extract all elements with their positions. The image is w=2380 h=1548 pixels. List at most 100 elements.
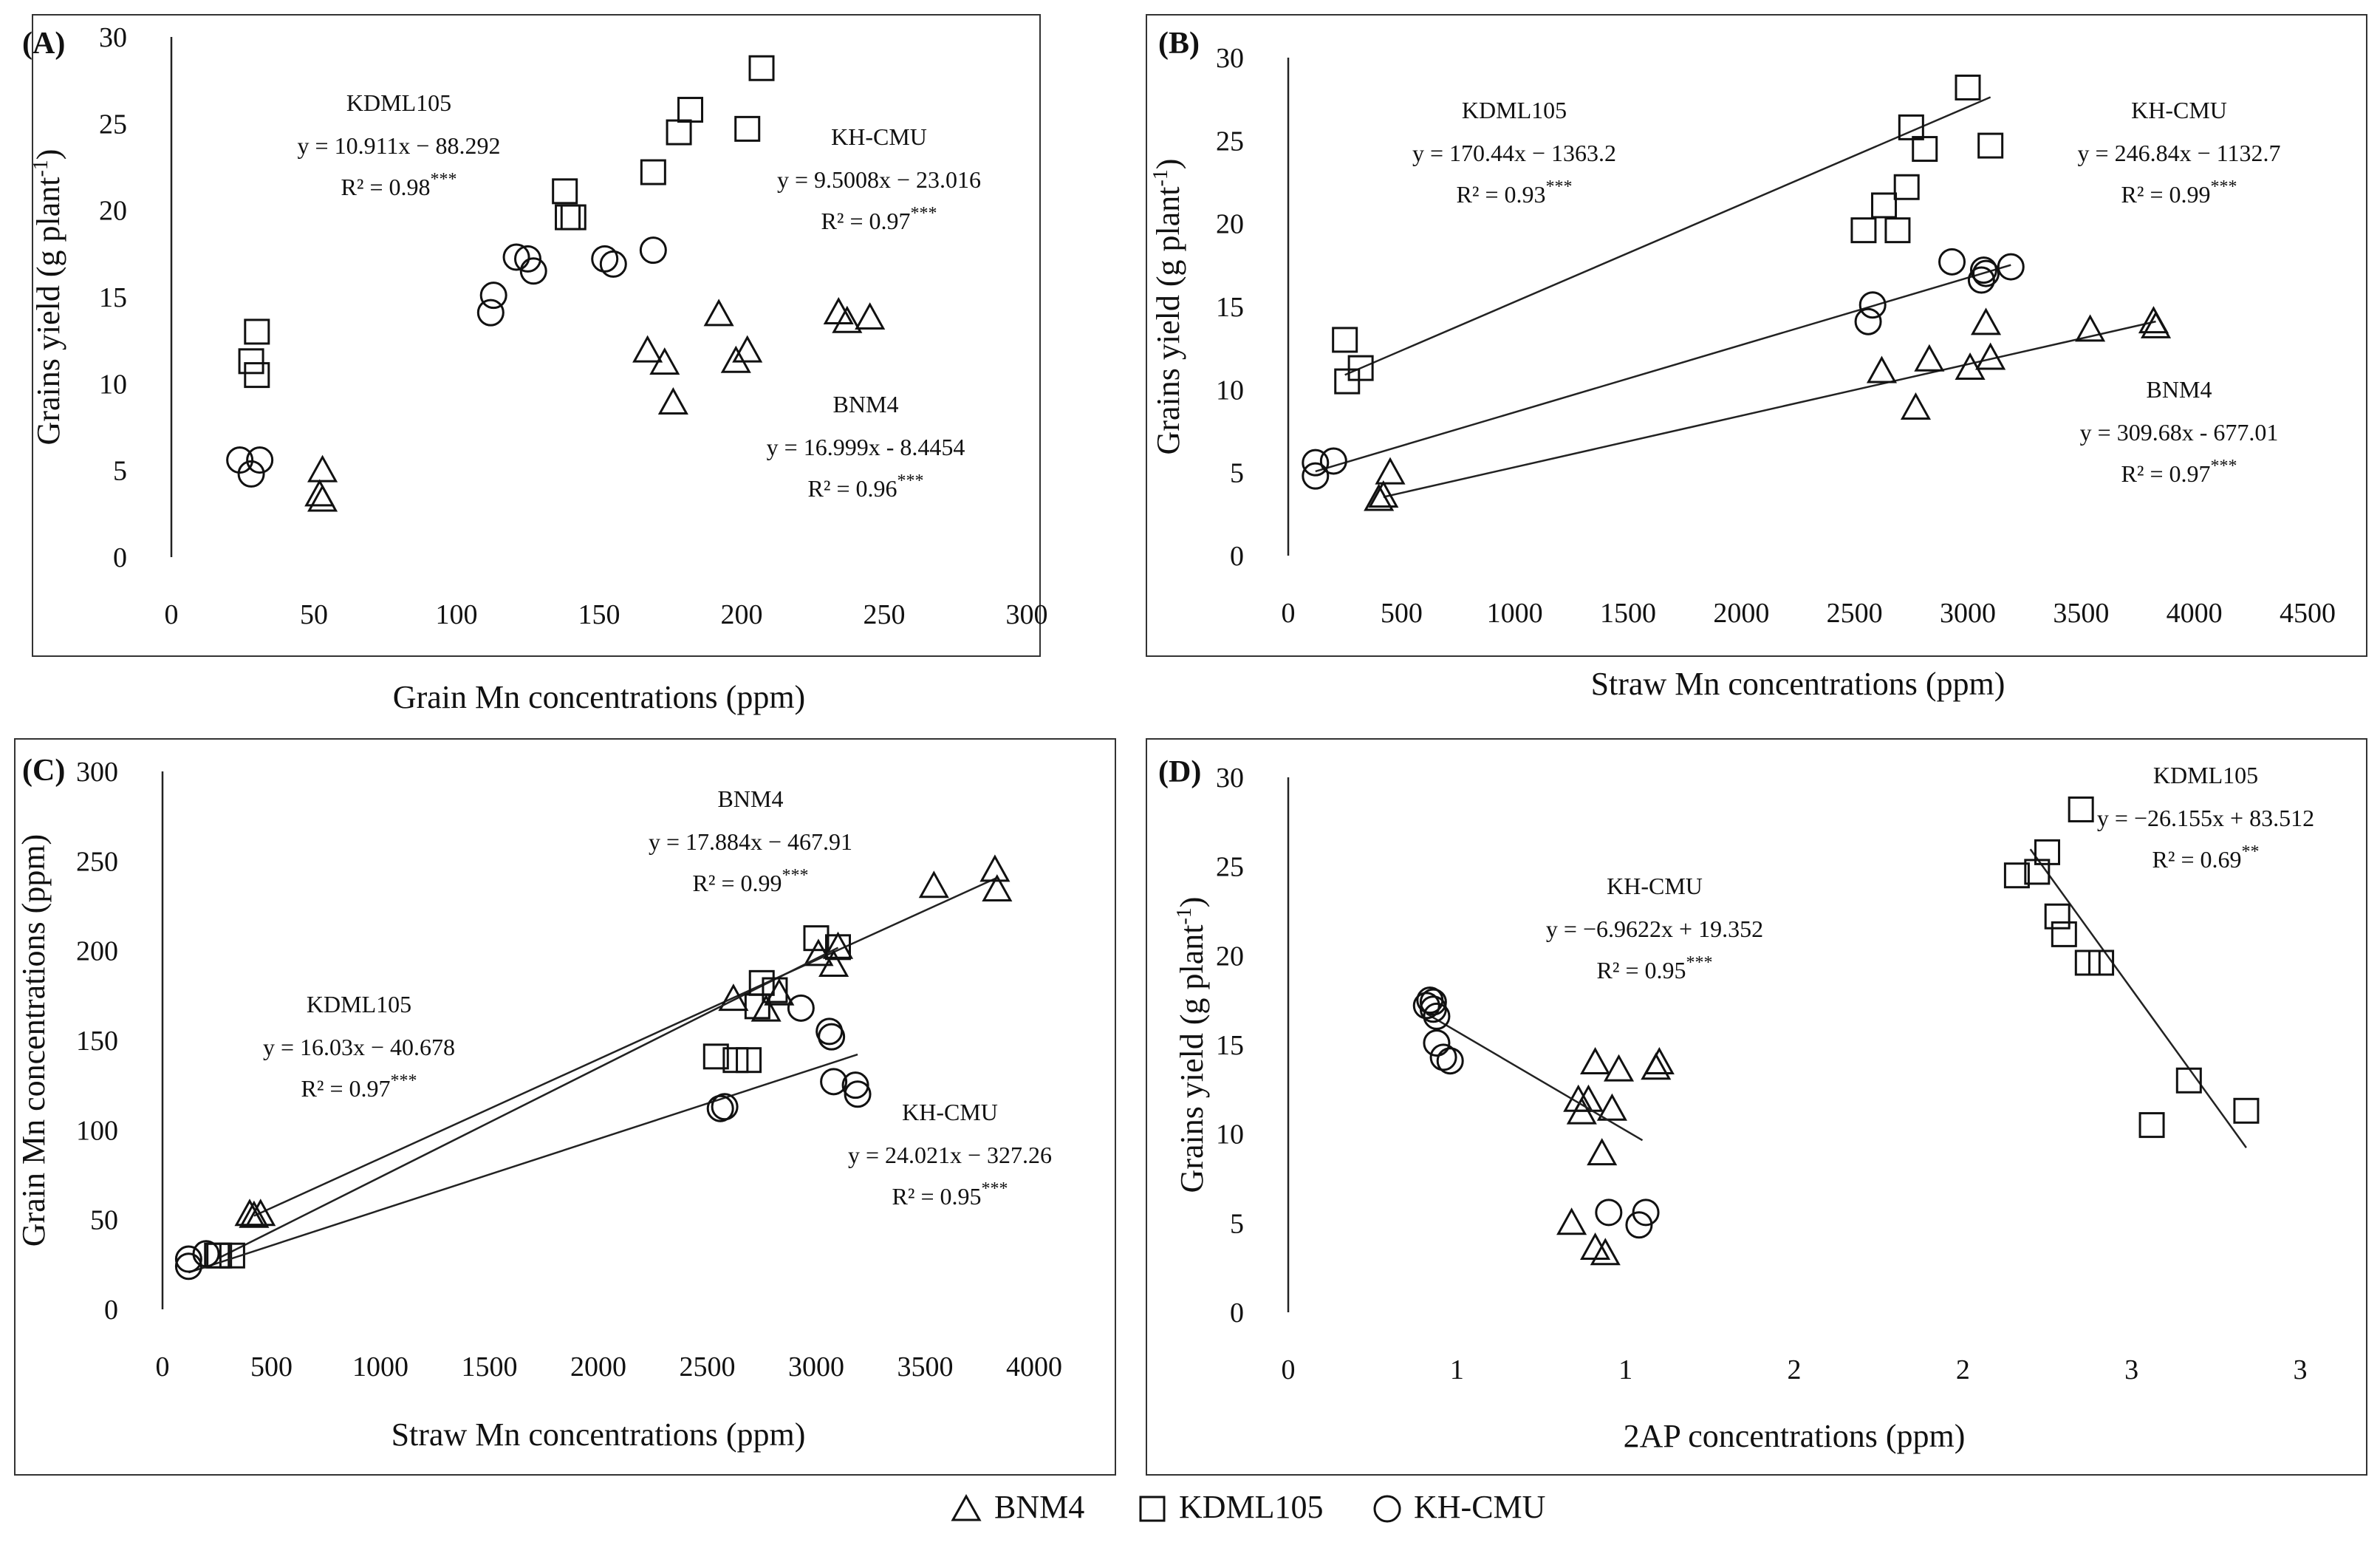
data-point-circle (1938, 248, 1966, 276)
y-tick-label: 0 (1230, 1298, 1244, 1329)
data-point-circle (1423, 1002, 1451, 1030)
regression-annotation: KDML105 y = −26.155x + 83.512 R² = 0.69** (2097, 762, 2314, 873)
data-point-square (722, 1047, 749, 1074)
y-tick-label: 20 (1216, 209, 1244, 240)
regression-annotation: BNM4 y = 309.68x - 677.01 R² = 0.97*** (2080, 376, 2279, 487)
x-tick-label: 2500 (680, 1351, 736, 1382)
data-point-circle (591, 245, 619, 273)
y-tick-label: 300 (76, 757, 118, 788)
data-point-square (219, 1242, 245, 1269)
data-point-square (762, 977, 788, 1003)
x-tick-label: 3500 (897, 1351, 954, 1382)
legend: BNM4 KDML105 KH-CMU (951, 1489, 1545, 1525)
y-tick-label: 15 (1216, 292, 1244, 323)
annotation-r2: R² = 0.97*** (2121, 457, 2237, 487)
data-point-square (555, 204, 581, 231)
annotation-equation: y = −6.9622x + 19.352 (1546, 915, 1763, 942)
y-tick-label: 150 (76, 1026, 118, 1057)
panel-label: (B) (1158, 27, 1200, 61)
data-point-square (238, 348, 264, 375)
data-point-square (1347, 355, 1374, 381)
x-tick-label: 1000 (1487, 598, 1543, 629)
data-point-triangle (1955, 352, 1986, 381)
annotation-r2: R² = 0.97*** (301, 1071, 417, 1102)
data-point-circle (1319, 447, 1347, 475)
annotation-equation: y = 16.999x - 8.4454 (767, 434, 965, 460)
annotation-equation: y = 9.5008x − 23.016 (777, 166, 981, 193)
data-point-triangle (732, 335, 763, 363)
data-point-square (677, 97, 704, 123)
y-axis-title: Grains yield (g plant-1) (1173, 897, 1210, 1193)
regression-annotation: KH-CMU y = 9.5008x − 23.016 R² = 0.97*** (777, 123, 981, 234)
x-tick-label: 150 (578, 599, 620, 630)
panel-c: (C) 0 500 1000 1500 2000 2500 3000 3500 4000 0 50 10… (14, 738, 1116, 1476)
x-tick-label: 2500 (1827, 598, 1883, 629)
x-tick-label: 0 (1282, 1354, 1296, 1385)
data-point-circle (841, 1071, 869, 1099)
data-point-square (2024, 859, 2051, 885)
data-point-circle (844, 1080, 872, 1108)
data-point-triangle (1368, 480, 1399, 508)
y-axis-title: Grain Mn concentrations (ppm) (16, 834, 52, 1247)
panel-frame (1146, 738, 2367, 1476)
trend-line (1315, 264, 2011, 473)
annotation-title: KH-CMU (902, 1099, 998, 1125)
data-point-triangle (245, 1198, 276, 1227)
data-point-circle (1632, 1198, 1660, 1227)
annotation-title: BNM4 (2147, 376, 2212, 403)
data-point-circle (1429, 1043, 1457, 1071)
y-tick-label: 30 (1216, 43, 1244, 74)
panel-a: (A) 0 50 100 150 200 250 300 0 5 10 15 20 25 30 Grain M… (22, 14, 1048, 715)
regression-annotation: KDML105 y = 10.911x − 88.292 R² = 0.98*** (298, 89, 501, 200)
data-point-circle (246, 446, 274, 474)
annotation-title: KDML105 (346, 89, 451, 116)
x-tick-label: 0 (156, 1351, 170, 1382)
data-point-circle (479, 282, 507, 310)
data-point-square (2068, 796, 2094, 822)
annotation-title: KDML105 (307, 991, 411, 1017)
data-point-circle (1969, 256, 1997, 284)
annotation-equation: y = 10.911x − 88.292 (298, 132, 501, 159)
data-point-circle (1997, 253, 2025, 281)
regression-annotation: BNM4 y = 16.999x - 8.4454 R² = 0.96*** (767, 391, 965, 502)
x-tick-label: 1500 (1600, 598, 1656, 629)
data-point-square (2138, 1112, 2165, 1139)
x-tick-label: 1500 (462, 1351, 518, 1382)
legend-item-bnm4: BNM4 (951, 1489, 1084, 1525)
panel-label: (D) (1158, 755, 1201, 789)
data-point-square (1871, 192, 1898, 219)
data-point-triangle (2138, 306, 2169, 334)
data-point-triangle (720, 345, 751, 373)
data-point-square (1955, 74, 1981, 100)
y-tick-label: 0 (104, 1295, 118, 1326)
annotation-r2: R² = 0.95*** (892, 1179, 1008, 1210)
series-kdml105 (2003, 796, 2260, 1148)
data-point-circle (1858, 291, 1887, 319)
panel-b: (B) 0 500 1000 1500 2000 2500 3000 3500 4000 4500 0… (1146, 14, 2367, 702)
panel-frame (1146, 14, 2367, 657)
regression-annotation: KH-CMU y = 24.021x − 327.26 R² = 0.95*** (848, 1099, 1052, 1210)
data-point-square (734, 115, 761, 142)
data-point-circle (1854, 307, 1882, 335)
data-point-square (206, 1242, 233, 1269)
data-point-square (560, 204, 587, 231)
annotation-equation: y = 309.68x - 677.01 (2080, 419, 2279, 446)
trend-line (253, 876, 998, 1217)
y-tick-label: 100 (76, 1115, 118, 1146)
data-point-circle (639, 236, 667, 265)
series-kh-cmu (1302, 248, 2025, 490)
y-tick-label: 25 (1216, 852, 1244, 883)
data-point-triangle (307, 454, 338, 483)
annotation-r2: R² = 0.93*** (1457, 177, 1573, 208)
data-point-triangle (1580, 1047, 1611, 1075)
trend-line (1383, 320, 2156, 498)
data-point-triangle (632, 335, 663, 363)
legend-label: BNM4 (994, 1489, 1084, 1525)
x-tick-label: 4000 (1006, 1351, 1062, 1382)
data-point-circle (1302, 449, 1330, 477)
annotation-title: KDML105 (2153, 762, 2258, 788)
annotation-r2: R² = 0.99*** (2121, 177, 2237, 208)
data-point-triangle (1580, 1232, 1611, 1261)
data-point-circle (1625, 1211, 1653, 1239)
